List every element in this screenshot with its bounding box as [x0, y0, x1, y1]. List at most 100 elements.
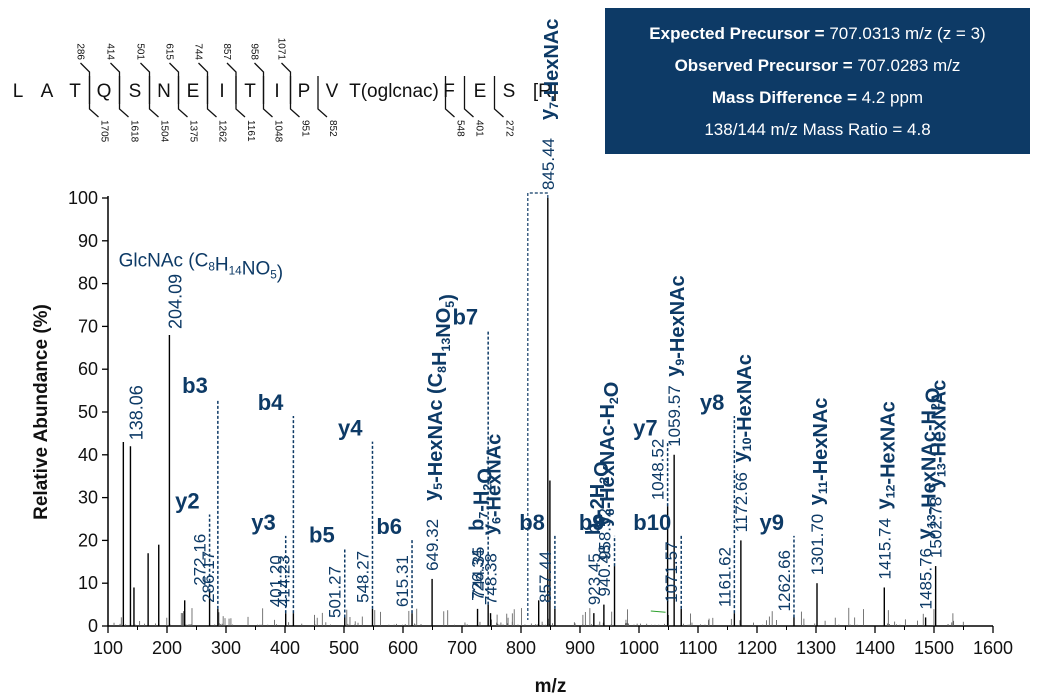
residue-6: E [187, 81, 200, 102]
x-tick-label: 1100 [679, 638, 718, 658]
observed-precursor-row: Observed Precursor = 707.0283 m/z [605, 50, 1030, 82]
ion-value-label: 501.27 [326, 566, 345, 618]
ion-value-label: 726.34 [469, 549, 488, 601]
y-ion-bracket [289, 76, 300, 118]
residue-4: S [129, 81, 142, 102]
ion-name-label: y8 [700, 390, 724, 415]
ion-value-label: 548.27 [353, 551, 372, 603]
ion-value-label: 1262.66 [775, 550, 794, 611]
ion-name-label: b7 [452, 304, 478, 329]
x-tick-label: 1400 [855, 638, 895, 658]
residue-2: T [69, 81, 81, 102]
mass-difference-label: Mass Difference = [711, 88, 857, 107]
glcnac-oxonium-label: GlcNAc (C8H14NO5) [119, 250, 283, 283]
x-tick-label: 200 [152, 638, 182, 658]
ion-name-label: y6-HexNAc [480, 434, 506, 535]
peak-value-label: 138.06 [126, 385, 146, 440]
ion-name-label: b9-2H2O [583, 461, 613, 535]
y-tick-label: 100 [68, 188, 98, 208]
ion-value-label: 1172.66 [732, 472, 751, 532]
residue-16: [R] [533, 81, 557, 102]
y-ion-label: 548 [455, 120, 466, 137]
ion-name-label: b5 [309, 523, 335, 548]
ion-name-label: b10 [633, 510, 671, 535]
ion-name-label: y3 [251, 510, 275, 535]
mass-difference-row: Mass Difference = 4.2 ppm [605, 82, 1030, 114]
x-axis-label: m/z [535, 676, 567, 697]
ion-value-label: 286.17 [199, 551, 218, 603]
noise-green-trace [650, 610, 666, 613]
residue-11: V [326, 81, 339, 102]
residue-9: I [274, 81, 279, 102]
ion-value-label: 401.20 [267, 555, 286, 607]
ion-value-label: 845.44 [539, 138, 558, 190]
y-ion-bracket [262, 76, 273, 118]
b-ion-label: 958 [249, 43, 260, 60]
y-tick-label: 80 [78, 274, 98, 294]
y-tick-label: 0 [88, 616, 98, 636]
y-tick-label: 30 [78, 488, 98, 508]
x-tick-label: 1600 [973, 638, 1013, 658]
ion-name-label: y4 [338, 416, 363, 441]
mass-ratio-text: 138/144 m/z Mass Ratio = 4.8 [704, 120, 931, 139]
ion-name-label: y12-HexNAc [873, 401, 899, 509]
y-ion-bracket [493, 76, 504, 118]
x-tick-label: 300 [211, 638, 241, 658]
expected-precursor-row: Expected Precursor = 707.0313 m/z (z = 3… [605, 18, 1030, 50]
y-ion-label: 1048 [273, 120, 284, 143]
b-ion-label: 615 [164, 43, 175, 60]
ion-name-label: b8 [519, 510, 545, 535]
x-tick-label: 900 [565, 638, 595, 658]
ion-name-label: y13-HexNAc-H2O [915, 388, 945, 540]
ion-name-label: y5-HexNAc (C8H13NO5) [421, 294, 459, 501]
ion-value-label: 1415.74 [875, 518, 894, 579]
y-tick-label: 20 [78, 530, 98, 550]
y-tick-label: 50 [78, 402, 98, 422]
x-tick-label: 1000 [619, 638, 659, 658]
precursor-info-box: Expected Precursor = 707.0313 m/z (z = 3… [605, 8, 1030, 154]
residue-12: T(oglcnac) [349, 81, 439, 102]
ion-name-label: y7-HexNAc [537, 19, 563, 120]
y-ion-bracket [88, 76, 99, 118]
ion-value-label: 958.52 [596, 508, 615, 560]
b-ion-label: 286 [75, 43, 86, 60]
y-tick-label: 60 [78, 359, 98, 379]
x-tick-label: 600 [388, 638, 418, 658]
y-ion-label: 1618 [129, 120, 140, 143]
y-ion-bracket [148, 76, 159, 118]
y-ion-label: 951 [300, 120, 311, 137]
y-ion-label: 1161 [245, 120, 256, 142]
ion-name-label: y9 [759, 510, 783, 535]
x-tick-label: 100 [93, 638, 123, 658]
y-ion-label: 1262 [217, 120, 228, 143]
x-tick-label: 1300 [796, 638, 836, 658]
x-tick-label: 800 [506, 638, 536, 658]
b-ion-label: 414 [105, 43, 116, 60]
ion-name-label: b6 [376, 514, 402, 539]
ion-name-label: b3 [182, 373, 208, 398]
residue-0: L [13, 81, 24, 102]
residue-13: F [443, 81, 455, 102]
ion-value-label: 414.23 [274, 555, 293, 607]
peptide-sequence-map: L A T Q S N E I T I P V T(oglcnac) F E S [R]286 414 501 615… [13, 38, 557, 143]
y-ion-bracket [206, 76, 217, 118]
y-ion-bracket [118, 76, 129, 118]
y-ion-bracket [235, 76, 246, 118]
residue-15: S [503, 81, 516, 102]
y-ion-label: 1504 [159, 120, 170, 143]
y-ion-bracket [317, 76, 328, 118]
residue-5: N [157, 81, 171, 102]
ion-value-label: 1485.76 [917, 548, 936, 609]
residue-8: T [244, 81, 256, 102]
residue-14: E [474, 81, 487, 102]
ion-value-label: 1301.70 [808, 514, 827, 575]
b-ion-label: 1071 [276, 38, 287, 61]
ion-name-label: y10-HexNAc [730, 354, 756, 462]
base-peak-bracket [527, 192, 549, 620]
b-ion-label: 744 [193, 43, 204, 60]
ion-value-label: 940.48 [595, 545, 614, 597]
y-ion-label: 272 [504, 120, 515, 137]
residue-3: Q [97, 81, 112, 102]
mass-ratio-row: 138/144 m/z Mass Ratio = 4.8 [605, 114, 1030, 146]
